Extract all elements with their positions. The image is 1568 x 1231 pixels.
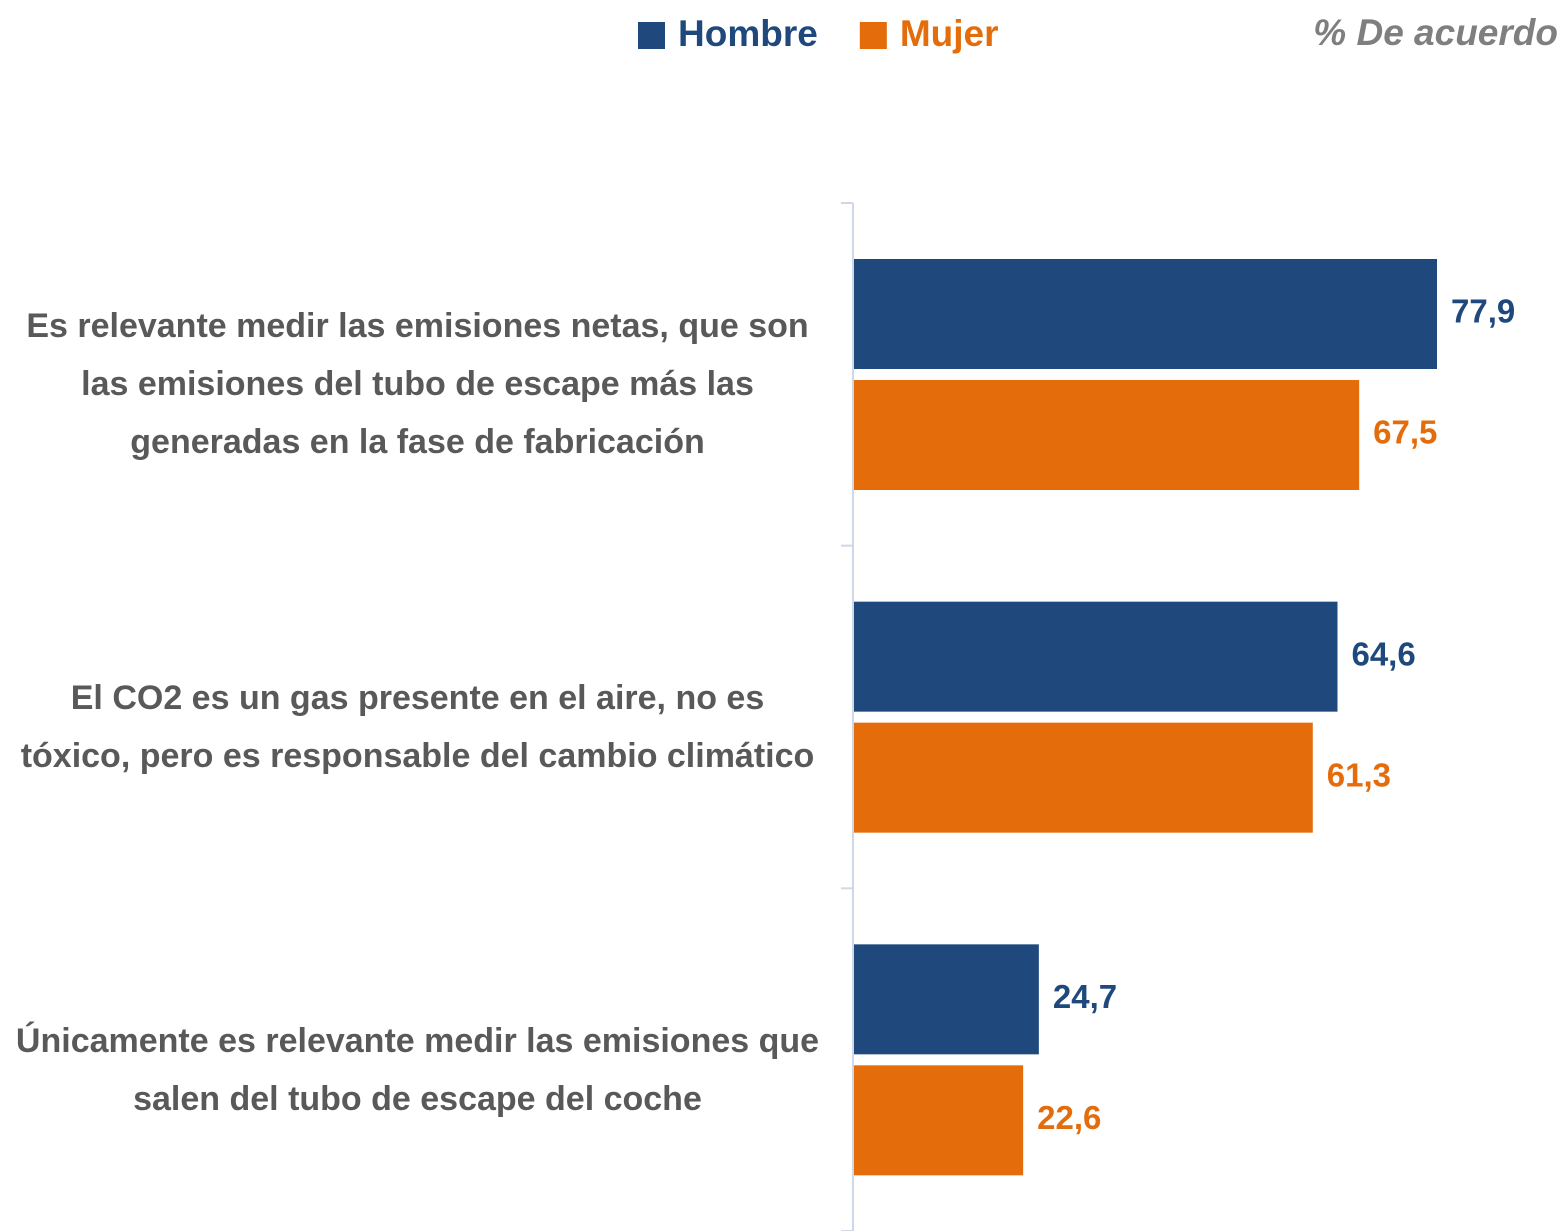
bar [854, 380, 1360, 490]
category-label: El CO2 es un gas presente en el aire, no… [20, 678, 815, 775]
value-label: 22,6 [1037, 1099, 1101, 1136]
category-label: Únicamente es relevante medir las emisio… [15, 1021, 820, 1118]
value-label: 61,3 [1327, 756, 1391, 793]
annotation: % De acuerdo [1313, 12, 1558, 53]
legend-swatch [859, 22, 887, 49]
value-label: 64,6 [1351, 635, 1415, 672]
bar [854, 1065, 1024, 1176]
legend-swatch [638, 22, 665, 49]
bar [854, 601, 1338, 712]
legend-label: Mujer [900, 13, 999, 54]
bar [854, 944, 1039, 1055]
bar [854, 722, 1313, 833]
category-label: Es relevante medir las emisiones netas, … [26, 307, 809, 462]
bar [854, 259, 1438, 369]
value-label: 67,5 [1373, 414, 1437, 451]
value-label: 24,7 [1053, 978, 1117, 1015]
value-label: 77,9 [1451, 293, 1515, 330]
legend-label: Hombre [678, 13, 818, 54]
